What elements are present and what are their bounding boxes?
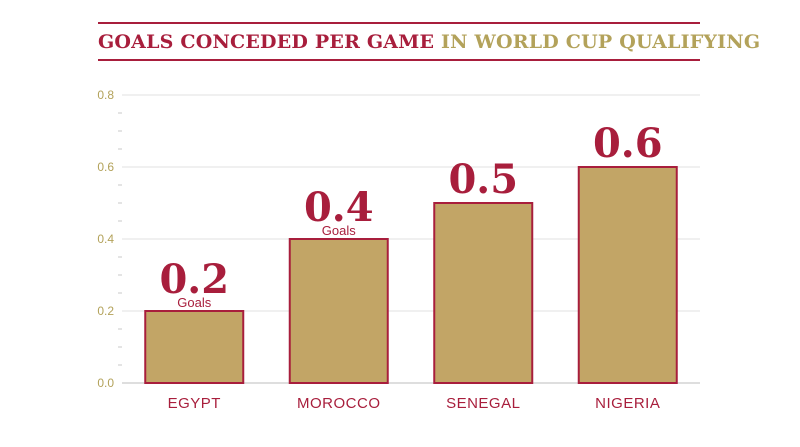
x-tick-label: EGYPT bbox=[168, 395, 221, 412]
data-label: 0.4 bbox=[304, 184, 374, 231]
y-tick-label: 0.2 bbox=[97, 304, 114, 318]
chart-title-sub: IN WORLD CUP QUALIFYING bbox=[441, 31, 761, 53]
x-tick-label: NIGERIA bbox=[595, 395, 660, 412]
bars bbox=[144, 166, 678, 384]
data-label: 0.2 bbox=[159, 256, 229, 303]
bar-senegal bbox=[433, 202, 534, 384]
title-block: GOALS CONCEDED PER GAME IN WORLD CUP QUA… bbox=[98, 22, 760, 61]
unit-label: Goals bbox=[322, 223, 356, 238]
chart-title-main: GOALS CONCEDED PER GAME bbox=[98, 31, 435, 53]
y-tick-label: 0.6 bbox=[97, 160, 114, 174]
x-tick-label: MOROCCO bbox=[297, 395, 381, 412]
data-label: 0.6 bbox=[593, 120, 663, 167]
x-tick-label: SENEGAL bbox=[446, 395, 520, 412]
bar-nigeria bbox=[577, 166, 678, 384]
chart-title: GOALS CONCEDED PER GAME IN WORLD CUP QUA… bbox=[98, 31, 760, 53]
y-tick-label: 0.0 bbox=[97, 376, 114, 390]
y-tick-label: 0.4 bbox=[97, 232, 114, 246]
title-rule-top bbox=[98, 22, 700, 24]
title-rule-bottom bbox=[98, 59, 700, 61]
unit-label: Goals bbox=[177, 295, 211, 310]
x-axis: EGYPT MOROCCO SENEGAL NIGERIA bbox=[168, 395, 660, 412]
y-tick-label: 0.8 bbox=[97, 88, 114, 102]
bar-egypt bbox=[144, 310, 245, 384]
data-label: 0.5 bbox=[448, 156, 518, 203]
bar-morocco bbox=[288, 238, 389, 384]
